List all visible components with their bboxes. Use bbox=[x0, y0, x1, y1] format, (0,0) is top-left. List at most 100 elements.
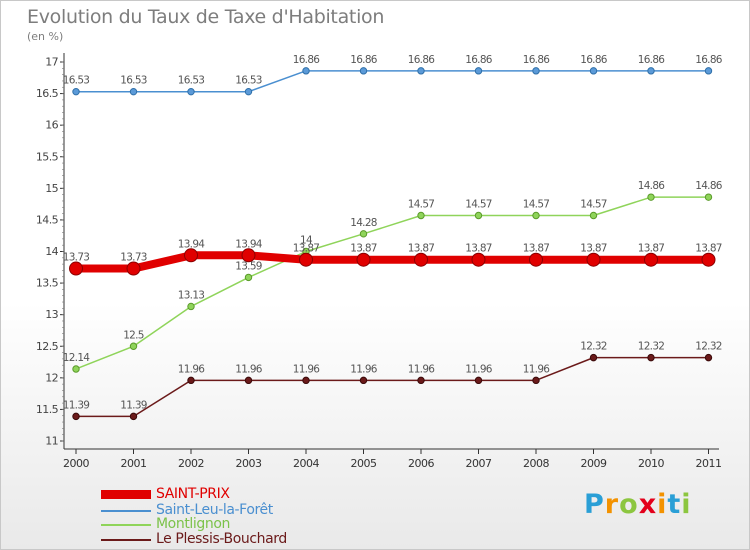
data-label: 14.57 bbox=[465, 198, 492, 210]
y-tick-label: 11 bbox=[45, 435, 58, 448]
legend-label-le-plessis-bouchard: Le Plessis-Bouchard bbox=[156, 531, 287, 547]
x-tick-label: 2004 bbox=[293, 457, 319, 470]
data-point bbox=[529, 252, 543, 267]
x-tick-label: 2011 bbox=[696, 457, 722, 470]
data-point bbox=[474, 67, 483, 75]
x-tick-label: 2002 bbox=[178, 457, 204, 470]
data-point bbox=[417, 211, 425, 220]
data-label: 16.86 bbox=[523, 54, 551, 66]
data-label: 11.39 bbox=[63, 399, 90, 411]
logo-letter: i bbox=[657, 489, 668, 520]
y-tick-label: 12.5 bbox=[36, 340, 59, 353]
data-label: 11.96 bbox=[235, 363, 263, 375]
data-label: 16.86 bbox=[293, 54, 321, 66]
line-chart: 11 11.5 12 12.5 13 13.5 14 14.5 15 15.5 16 16.5 17 20… bbox=[36, 53, 723, 470]
data-label: 11.96 bbox=[350, 363, 378, 375]
data-label: 13.94 bbox=[178, 238, 206, 250]
data-label: 16.53 bbox=[120, 75, 147, 87]
data-label: 12.32 bbox=[695, 341, 722, 353]
x-tick-label: 2003 bbox=[236, 457, 262, 470]
x-tick-label: 2000 bbox=[63, 457, 89, 470]
data-point bbox=[532, 376, 540, 385]
data-point bbox=[241, 248, 256, 263]
data-point bbox=[187, 376, 195, 385]
data-point bbox=[129, 342, 138, 350]
data-label: 13.94 bbox=[235, 238, 263, 250]
data-label: 16.53 bbox=[178, 75, 205, 87]
data-label: 14.57 bbox=[408, 198, 435, 210]
data-label: 16.86 bbox=[695, 54, 723, 66]
y-tick-label: 16 bbox=[45, 119, 58, 132]
y-tick-label: 11.5 bbox=[36, 403, 59, 416]
data-point bbox=[414, 252, 428, 267]
data-label: 14.86 bbox=[695, 180, 723, 192]
logo-letter: t bbox=[667, 489, 682, 520]
data-label: 16.53 bbox=[235, 75, 262, 87]
chart-title: Evolution du Taux de Taxe d'Habitation bbox=[27, 6, 385, 28]
data-label: 14 bbox=[300, 235, 313, 247]
series-line bbox=[75, 356, 710, 418]
data-point bbox=[302, 376, 310, 385]
data-point bbox=[359, 67, 368, 75]
series-line bbox=[72, 251, 713, 273]
x-tick-label: 2010 bbox=[638, 457, 664, 470]
y-tick-label: 14.5 bbox=[36, 213, 59, 226]
data-label: 13.87 bbox=[465, 243, 492, 255]
x-tick-label: 2005 bbox=[351, 457, 377, 470]
x-tick-label: 2008 bbox=[523, 457, 549, 470]
data-point bbox=[644, 252, 658, 267]
proxiti-logo: Proxiti bbox=[584, 489, 692, 520]
legend-label-saint-prix: SAINT-PRIX bbox=[156, 486, 230, 502]
data-label: 13.59 bbox=[235, 260, 262, 272]
data-label: 16.53 bbox=[63, 75, 90, 87]
data-label: 14.28 bbox=[350, 217, 377, 229]
logo-letter: r bbox=[604, 489, 620, 520]
data-label: 14.86 bbox=[638, 180, 666, 192]
data-point bbox=[589, 353, 598, 362]
data-point bbox=[474, 211, 483, 220]
data-label: 12.32 bbox=[638, 341, 665, 353]
data-point bbox=[244, 273, 253, 282]
data-point bbox=[299, 252, 313, 267]
data-point bbox=[474, 376, 483, 385]
data-label: 11.96 bbox=[523, 363, 551, 375]
y-tick-label: 15 bbox=[45, 182, 58, 195]
data-label: 13.87 bbox=[523, 243, 550, 255]
data-point bbox=[187, 87, 195, 96]
x-tick-label: 2007 bbox=[466, 457, 492, 470]
data-point bbox=[704, 193, 713, 201]
data-point bbox=[647, 193, 655, 201]
data-point bbox=[701, 252, 716, 267]
data-label: 11.96 bbox=[408, 363, 436, 375]
data-label: 13.73 bbox=[120, 252, 147, 264]
y-tick-label: 13 bbox=[45, 308, 58, 321]
data-point bbox=[417, 67, 425, 75]
data-point bbox=[359, 376, 368, 385]
data-point bbox=[72, 412, 80, 421]
data-point bbox=[69, 261, 83, 276]
data-label: 13.87 bbox=[638, 243, 665, 255]
data-label: 16.86 bbox=[350, 54, 378, 66]
data-point bbox=[647, 353, 655, 362]
chart-unit-label: (en %) bbox=[27, 30, 64, 43]
data-point bbox=[647, 67, 655, 75]
data-label: 11.96 bbox=[293, 363, 321, 375]
y-tick-label: 15.5 bbox=[36, 150, 59, 163]
data-label: 13.87 bbox=[293, 243, 320, 255]
data-label: 12.5 bbox=[123, 329, 144, 341]
data-point bbox=[589, 211, 598, 220]
data-point bbox=[704, 67, 713, 75]
data-label: 12.32 bbox=[580, 341, 607, 353]
data-label: 16.86 bbox=[580, 54, 608, 66]
x-tick-label: 2001 bbox=[121, 457, 147, 470]
data-point bbox=[126, 261, 141, 276]
data-point bbox=[586, 252, 601, 267]
data-point bbox=[532, 211, 540, 220]
logo-letter: o bbox=[619, 489, 639, 520]
data-point bbox=[72, 87, 80, 96]
data-point bbox=[129, 87, 138, 96]
data-point bbox=[589, 67, 598, 75]
legend-swatch-saint-leu-la-foret bbox=[101, 510, 151, 512]
data-point bbox=[244, 87, 253, 96]
